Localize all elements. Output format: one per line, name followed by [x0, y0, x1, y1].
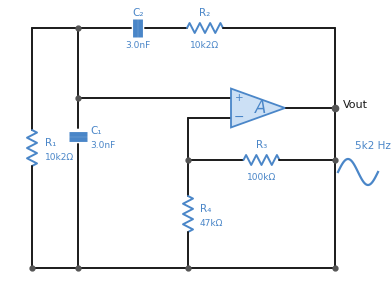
Text: R₂: R₂	[200, 8, 211, 18]
Text: 47kΩ: 47kΩ	[200, 220, 223, 229]
Text: 100kΩ: 100kΩ	[247, 173, 276, 182]
Text: 3.0nF: 3.0nF	[90, 142, 115, 151]
Text: C₂: C₂	[132, 8, 144, 18]
Text: Vout: Vout	[343, 100, 368, 110]
Text: 5k2 Hz: 5k2 Hz	[355, 141, 391, 151]
Text: A: A	[255, 99, 267, 117]
Text: R₄: R₄	[200, 204, 211, 214]
Text: C₁: C₁	[90, 126, 102, 136]
Text: 10k2Ω: 10k2Ω	[45, 153, 74, 162]
Text: +: +	[235, 93, 243, 103]
Polygon shape	[231, 88, 285, 127]
Text: 3.0nF: 3.0nF	[125, 41, 151, 50]
Text: R₃: R₃	[256, 140, 267, 150]
Text: −: −	[234, 111, 244, 124]
Text: R₁: R₁	[45, 138, 56, 148]
Text: 10k2Ω: 10k2Ω	[191, 41, 220, 50]
